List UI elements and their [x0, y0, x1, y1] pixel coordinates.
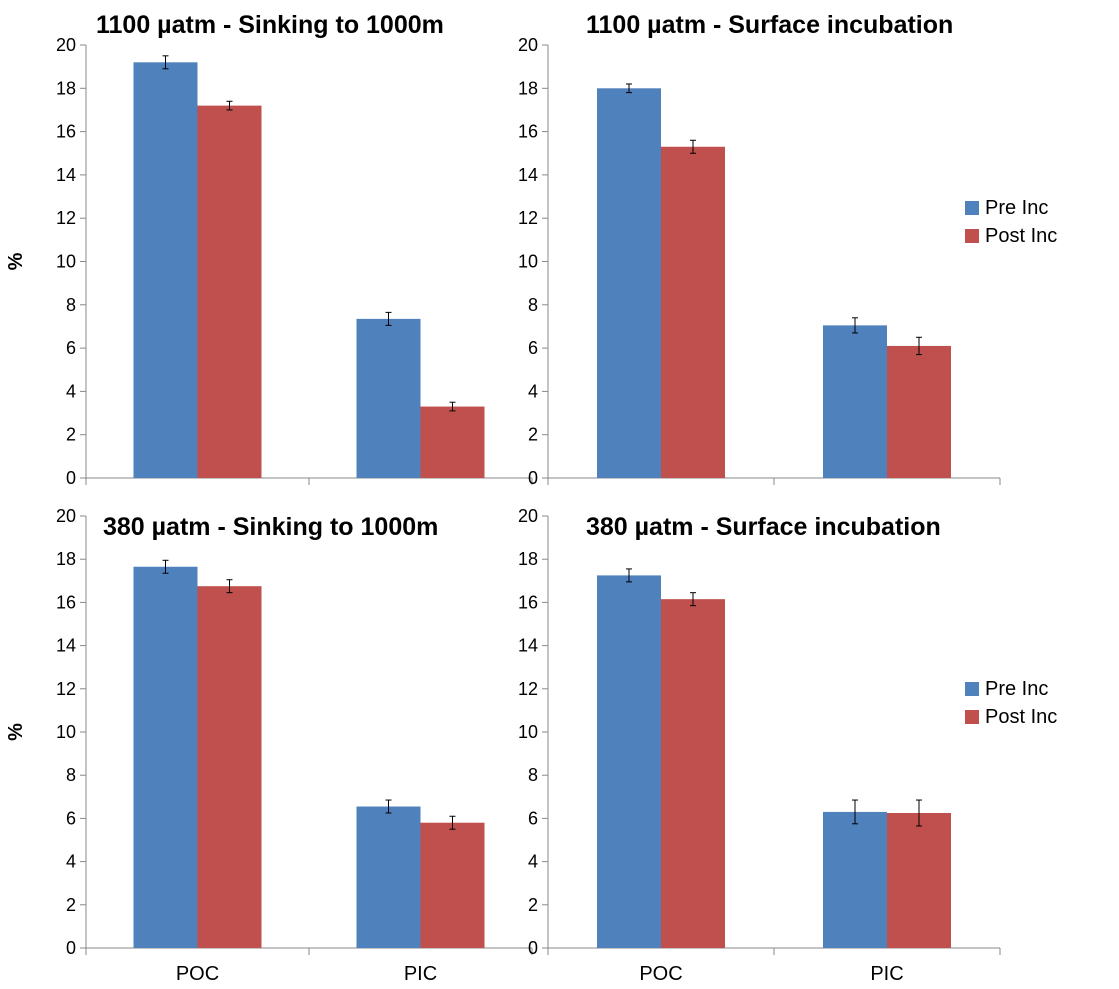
- y-tick-label: 8: [66, 295, 76, 315]
- y-tick-label: 2: [528, 895, 538, 915]
- y-tick-label: 14: [518, 165, 538, 185]
- x-category-label: POC: [176, 963, 219, 985]
- x-category-label: POC: [639, 963, 682, 985]
- legend-label: Pre Inc: [985, 678, 1048, 700]
- y-axis-label: %: [5, 252, 27, 270]
- y-tick-label: 18: [518, 549, 538, 569]
- y-tick-label: 6: [66, 338, 76, 358]
- y-tick-label: 0: [528, 938, 538, 958]
- bar-pic-pre-inc: [356, 806, 421, 948]
- y-axis-label: %: [5, 723, 27, 741]
- chart-title: 1100 µatm - Surface incubation: [586, 11, 953, 39]
- y-tick-label: 8: [528, 765, 538, 785]
- bar-pic-post-inc: [887, 813, 951, 948]
- bar-poc-pre-inc: [597, 575, 661, 948]
- y-tick-label: 4: [66, 381, 76, 401]
- bar-poc-post-inc: [661, 599, 725, 948]
- y-tick-label: 20: [518, 35, 538, 55]
- bar-poc-post-inc: [197, 105, 262, 479]
- bar-poc-pre-inc: [133, 566, 198, 948]
- y-tick-label: 14: [518, 636, 538, 656]
- legend-label: Post Inc: [985, 225, 1057, 247]
- y-tick-label: 12: [518, 679, 538, 699]
- y-tick-label: 12: [56, 679, 76, 699]
- y-tick-label: 4: [528, 381, 538, 401]
- y-tick-label: 10: [518, 252, 538, 272]
- y-tick-label: 16: [518, 122, 538, 142]
- legend-label: Post Inc: [985, 706, 1057, 728]
- y-tick-label: 4: [66, 852, 76, 872]
- bar-pic-pre-inc: [823, 811, 887, 948]
- y-tick-label: 14: [56, 636, 76, 656]
- y-tick-label: 2: [528, 425, 538, 445]
- chart-panel-2: 1100 µatm - Surface incubation 0 2 4 6 8 10 12 1…: [518, 11, 1057, 488]
- chart-title: 1100 µatm - Sinking to 1000m: [96, 11, 444, 39]
- y-tick-label: 6: [66, 808, 76, 828]
- legend-label: Pre Inc: [985, 197, 1048, 219]
- chart-title: 380 µatm - Sinking to 1000m: [103, 513, 438, 541]
- bar-pic-pre-inc: [356, 318, 421, 478]
- y-tick-label: 16: [56, 592, 76, 612]
- y-tick-label: 10: [518, 722, 538, 742]
- legend: Pre Inc Post Inc: [965, 678, 1057, 728]
- bar-pic-post-inc: [420, 822, 485, 948]
- y-tick-label: 14: [56, 165, 76, 185]
- x-category-label: PIC: [404, 963, 437, 985]
- y-tick-label: 12: [518, 208, 538, 228]
- y-tick-label: 0: [528, 468, 538, 488]
- y-tick-label: 20: [56, 35, 76, 55]
- chart-panel-4: 380 µatm - Surface incubation 0 2 4 6 8 10 12 14…: [518, 506, 1057, 985]
- legend: Pre Inc Post Inc: [965, 197, 1057, 247]
- bar-pic-post-inc: [887, 345, 951, 478]
- y-tick-label: 2: [66, 895, 76, 915]
- y-tick-label: 4: [528, 852, 538, 872]
- y-tick-label: 10: [56, 252, 76, 272]
- chart-title: 380 µatm - Surface incubation: [586, 513, 941, 541]
- y-tick-label: 2: [66, 425, 76, 445]
- y-tick-label: 18: [56, 78, 76, 98]
- y-tick-label: 16: [56, 122, 76, 142]
- y-tick-label: 10: [56, 722, 76, 742]
- x-category-label: PIC: [870, 963, 903, 985]
- bar-pic-post-inc: [420, 406, 485, 478]
- bar-poc-pre-inc: [133, 62, 198, 478]
- bar-poc-post-inc: [197, 586, 262, 948]
- legend-swatch: [965, 229, 979, 243]
- chart-panel-3: 380 µatm - Sinking to 1000m% 0 2 4 6 8 10 12 14 1…: [5, 506, 533, 985]
- bar-pic-pre-inc: [823, 325, 887, 478]
- y-tick-label: 8: [528, 295, 538, 315]
- legend-swatch: [965, 682, 979, 696]
- chart-panel-1: 1100 µatm - Sinking to 1000m% 0 2 4 6 8 10 12 14…: [5, 11, 533, 488]
- y-tick-label: 6: [528, 338, 538, 358]
- y-tick-label: 0: [66, 468, 76, 488]
- y-tick-label: 16: [518, 592, 538, 612]
- y-tick-label: 20: [56, 506, 76, 526]
- legend-swatch: [965, 201, 979, 215]
- y-tick-label: 6: [528, 808, 538, 828]
- y-tick-label: 18: [56, 549, 76, 569]
- y-tick-label: 18: [518, 78, 538, 98]
- bar-poc-post-inc: [661, 146, 725, 478]
- y-tick-label: 0: [66, 938, 76, 958]
- bar-poc-pre-inc: [597, 88, 661, 479]
- y-tick-label: 8: [66, 765, 76, 785]
- legend-swatch: [965, 710, 979, 724]
- y-tick-label: 20: [518, 506, 538, 526]
- y-tick-label: 12: [56, 208, 76, 228]
